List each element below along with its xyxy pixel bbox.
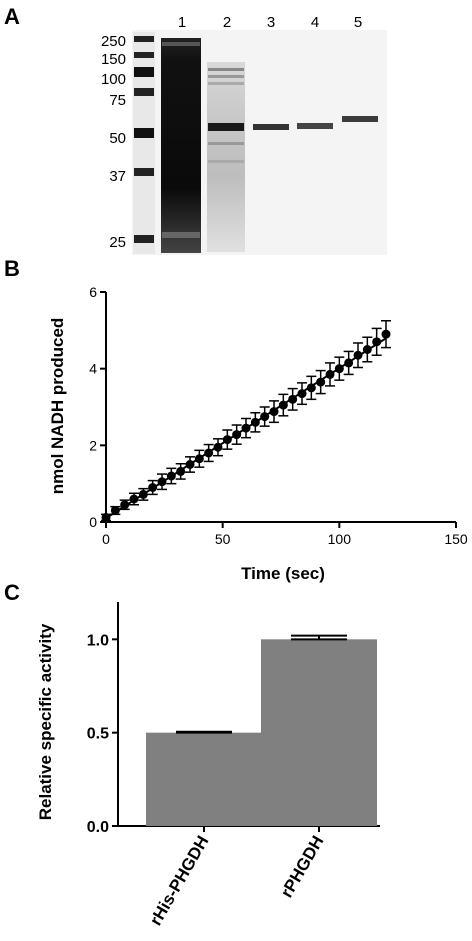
scatter-x-tick-label: 100 xyxy=(328,531,352,547)
scatter-y-tick-label: 6 xyxy=(89,284,97,300)
lane-3-band xyxy=(253,124,289,130)
panel-letter-b: B xyxy=(4,256,20,281)
scatter-point-13 xyxy=(222,429,233,450)
bar-category-label-rHis-PHGDH: rHis-PHGDH xyxy=(146,833,213,929)
scatter-point-1 xyxy=(110,505,121,516)
lane-label-4: 4 xyxy=(311,14,319,31)
scatter-point-4 xyxy=(138,487,149,501)
bar-y-tick-label: 0.5 xyxy=(87,726,109,743)
ladder-lane xyxy=(133,32,155,254)
scatter-x-tick-label: 50 xyxy=(215,531,231,547)
scatter-y-tick-label: 0 xyxy=(89,514,97,530)
scatter-x-tick-label: 0 xyxy=(102,531,110,547)
scatter-point-0 xyxy=(101,512,111,522)
scatter-point-18 xyxy=(269,400,279,424)
scatter-point-14 xyxy=(231,424,242,445)
bar-y-axis-label: Relative specific activity xyxy=(36,623,55,820)
panel-letter-a: A xyxy=(4,4,20,29)
bar-y-tick-label: 0.0 xyxy=(87,819,109,836)
scatter-point-25 xyxy=(334,356,345,381)
lane-2 xyxy=(207,62,245,252)
lane-label-1: 1 xyxy=(178,14,186,31)
ladder-label-75: 75 xyxy=(109,92,126,109)
bar-error-rHis-PHGDH xyxy=(176,730,232,734)
scatter-x-tick-label: 150 xyxy=(444,531,468,547)
lane-1 xyxy=(161,38,201,253)
lane-label-3: 3 xyxy=(267,14,275,31)
scatter-point-17 xyxy=(259,406,270,427)
scatter-point-7 xyxy=(166,467,177,485)
ladder-label-25: 25 xyxy=(109,234,126,251)
lane-label-2: 2 xyxy=(223,14,231,31)
scatter-y-axis-label: nmol NADH produced xyxy=(48,318,67,495)
lane-4-band xyxy=(297,123,333,129)
scatter-point-24 xyxy=(325,362,335,387)
scatter-point-30 xyxy=(381,320,391,349)
scatter-y-tick-label: 4 xyxy=(89,361,97,377)
scatter-point-27 xyxy=(353,342,363,369)
ladder-label-150: 150 xyxy=(101,51,126,68)
scatter-point-8 xyxy=(175,462,186,480)
bar-y-tick-label: 1.0 xyxy=(87,632,109,649)
scatter-point-19 xyxy=(278,393,289,417)
scatter-point-5 xyxy=(147,479,158,496)
ladder-label-100: 100 xyxy=(101,71,126,88)
lane-label-5: 5 xyxy=(354,14,362,31)
scatter-point-10 xyxy=(194,449,205,468)
scatter-point-16 xyxy=(250,412,261,433)
scatter-point-15 xyxy=(241,417,251,439)
scatter-point-11 xyxy=(203,443,214,463)
scatter-point-20 xyxy=(287,387,298,411)
scatter-y-tick-label: 2 xyxy=(89,437,97,453)
scatter-point-29 xyxy=(371,327,382,356)
ladder-label-250: 250 xyxy=(101,33,126,50)
scatter-point-22 xyxy=(306,375,317,401)
panel-letter-c: C xyxy=(4,580,20,605)
scatter-x-axis-label: Time (sec) xyxy=(241,564,325,583)
bar-rPHGDH xyxy=(261,639,377,826)
lane-5-band xyxy=(342,116,378,122)
bar-category-label-rPHGDH: rPHGDH xyxy=(277,833,327,901)
scatter-point-12 xyxy=(213,438,223,457)
gel-image: 250 150 100 75 50 37 25 1 2 3 4 5 xyxy=(101,14,387,255)
scatter-point-28 xyxy=(362,336,373,363)
ladder-label-37: 37 xyxy=(109,168,126,185)
bar-rHis-PHGDH xyxy=(146,732,262,826)
scatter-point-2 xyxy=(119,499,130,511)
scatter-point-6 xyxy=(157,473,167,491)
scatter-point-9 xyxy=(185,456,195,473)
scatter-point-21 xyxy=(297,382,307,406)
bar-error-rPHGDH xyxy=(291,634,347,641)
scatter-point-3 xyxy=(129,492,139,506)
scatter-point-23 xyxy=(315,369,326,395)
ladder-label-50: 50 xyxy=(109,130,126,147)
scatter-point-26 xyxy=(343,350,354,376)
